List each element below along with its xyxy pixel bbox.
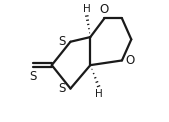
- Text: S: S: [58, 35, 66, 48]
- Text: H: H: [83, 4, 91, 14]
- Text: H: H: [95, 89, 102, 99]
- Text: S: S: [58, 82, 66, 95]
- Text: O: O: [125, 54, 135, 67]
- Text: O: O: [100, 3, 109, 16]
- Text: S: S: [29, 70, 37, 83]
